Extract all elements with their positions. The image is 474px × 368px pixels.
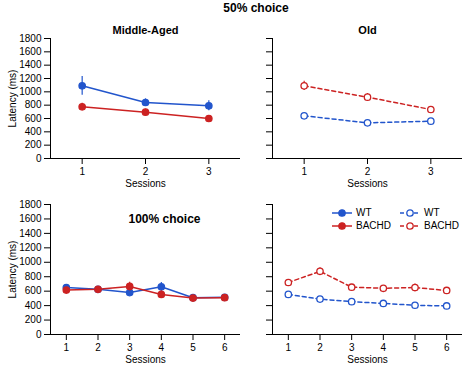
svg-text:1: 1 [79, 166, 85, 177]
svg-text:1600: 1600 [19, 46, 42, 57]
svg-text:Sessions: Sessions [347, 178, 388, 189]
svg-text:0: 0 [36, 329, 42, 340]
svg-text:2: 2 [317, 342, 323, 353]
svg-text:1: 1 [301, 166, 307, 177]
svg-text:4: 4 [381, 342, 387, 353]
svg-text:Sessions: Sessions [125, 178, 166, 189]
svg-text:Old: Old [358, 24, 376, 36]
html-text:WT: WT [424, 207, 440, 218]
svg-text:1200: 1200 [19, 242, 42, 253]
svg-text:3: 3 [349, 342, 355, 353]
svg-text:1200: 1200 [19, 73, 42, 84]
svg-text:1400: 1400 [19, 59, 42, 70]
svg-text:0: 0 [36, 153, 42, 164]
svg-text:600: 600 [25, 113, 42, 124]
svg-text:1400: 1400 [19, 228, 42, 239]
html-text:BACHD: BACHD [424, 220, 459, 231]
svg-text:3: 3 [127, 342, 133, 353]
svg-text:200: 200 [25, 314, 42, 325]
svg-text:1800: 1800 [19, 199, 42, 210]
svg-text:200: 200 [25, 139, 42, 150]
svg-text:1000: 1000 [19, 256, 42, 267]
html-text:50% choice: 50% choice [223, 1, 289, 15]
svg-text:2: 2 [95, 342, 101, 353]
svg-text:4: 4 [159, 342, 165, 353]
html-text:BACHD: BACHD [356, 220, 391, 231]
svg-text:400: 400 [25, 300, 42, 311]
svg-text:1: 1 [64, 342, 70, 353]
html-text:WT: WT [356, 207, 372, 218]
svg-text:Sessions: Sessions [125, 354, 166, 365]
svg-text:2: 2 [143, 166, 149, 177]
svg-text:Latency (ms): Latency (ms) [7, 70, 18, 128]
svg-text:1: 1 [286, 342, 292, 353]
svg-text:800: 800 [25, 271, 42, 282]
svg-text:5: 5 [412, 342, 418, 353]
svg-text:5: 5 [190, 342, 196, 353]
svg-text:Middle-Aged: Middle-Aged [113, 24, 179, 36]
svg-text:Sessions: Sessions [347, 354, 388, 365]
svg-text:Latency (ms): Latency (ms) [7, 241, 18, 299]
svg-text:1800: 1800 [19, 33, 42, 44]
svg-text:800: 800 [25, 99, 42, 110]
svg-text:600: 600 [25, 285, 42, 296]
svg-text:2: 2 [365, 166, 371, 177]
svg-text:1600: 1600 [19, 213, 42, 224]
svg-text:3: 3 [206, 166, 212, 177]
svg-text:6: 6 [444, 342, 450, 353]
svg-text:6: 6 [222, 342, 228, 353]
svg-text:3: 3 [428, 166, 434, 177]
svg-text:100% choice: 100% choice [128, 212, 200, 226]
svg-text:1000: 1000 [19, 86, 42, 97]
svg-text:400: 400 [25, 126, 42, 137]
